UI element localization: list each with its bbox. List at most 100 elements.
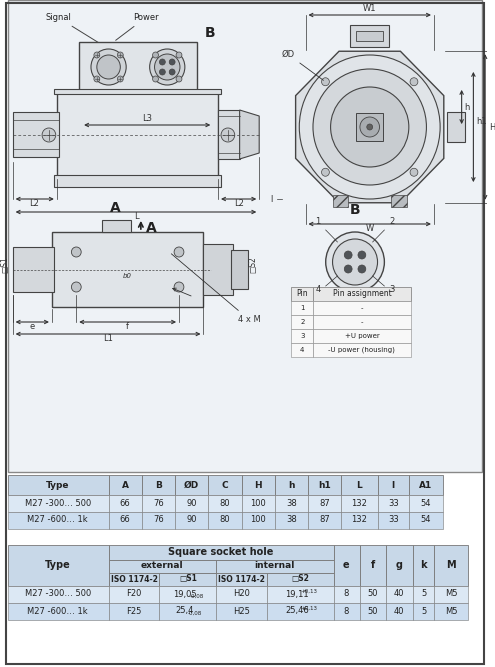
Text: 19,05: 19,05 [173,590,197,598]
Text: □S2: □S2 [292,574,309,584]
Text: A1: A1 [419,480,432,490]
Text: 3: 3 [300,333,304,339]
Circle shape [42,128,56,142]
Text: g: g [396,560,402,570]
Text: L2: L2 [29,199,39,208]
Bar [275,475,308,495]
Circle shape [117,76,123,82]
Text: 87: 87 [319,516,330,524]
Text: A: A [122,480,129,490]
Circle shape [71,247,81,257]
Text: 66: 66 [120,498,131,508]
Text: ØD: ØD [184,480,199,490]
Bar [159,573,216,586]
Text: L3: L3 [142,114,152,123]
Bar [356,31,384,41]
Bar [218,110,240,159]
Bar [391,195,407,207]
Bar [413,545,434,586]
Text: 76: 76 [153,516,164,524]
Bar [216,603,267,620]
Text: 5: 5 [421,606,426,616]
Text: Signal: Signal [45,13,99,43]
Bar [409,475,443,495]
Bar [350,25,389,47]
Text: 25,46: 25,46 [286,606,309,616]
Circle shape [358,251,366,259]
Text: □S2: □S2 [248,257,257,273]
Text: 2: 2 [390,217,395,226]
Bar [378,475,409,495]
Bar [108,512,142,529]
Bar [108,586,159,603]
Bar [175,475,208,495]
Text: 4 x M: 4 x M [171,253,260,324]
Bar [334,586,360,603]
Bar [360,586,386,603]
Circle shape [71,282,81,292]
Text: B: B [204,26,215,40]
Bar [216,560,334,573]
Text: b0: b0 [123,273,132,279]
Text: M27 -600… 1k: M27 -600… 1k [27,516,88,524]
Circle shape [299,55,440,199]
Text: W: W [366,224,374,233]
Bar [434,545,468,586]
Polygon shape [240,110,259,159]
Bar [275,512,308,529]
Bar [8,0,482,472]
Bar [208,512,242,529]
Circle shape [322,168,329,176]
Text: 87: 87 [319,498,330,508]
Bar [409,495,443,512]
Bar [292,343,313,357]
Bar [308,495,342,512]
Text: 66: 66 [120,516,131,524]
Circle shape [174,282,184,292]
Circle shape [360,117,380,137]
Circle shape [176,52,182,58]
Text: e: e [343,560,349,570]
Text: B: B [350,203,360,217]
Bar [108,603,159,620]
Circle shape [367,124,373,130]
Bar [334,603,360,620]
Circle shape [221,128,235,142]
Bar [142,475,175,495]
Text: 132: 132 [351,516,367,524]
Text: 100: 100 [250,516,266,524]
Bar [378,495,409,512]
Text: 54: 54 [420,498,431,508]
Bar [216,586,267,603]
Text: F25: F25 [126,606,142,616]
Circle shape [169,69,175,75]
Text: 50: 50 [367,590,378,598]
Text: external: external [141,562,184,570]
Bar [13,112,59,157]
Text: internal: internal [254,562,295,570]
Bar [79,42,197,92]
Text: L1: L1 [102,334,112,343]
Text: 4: 4 [315,285,320,294]
Bar [8,545,108,586]
Circle shape [174,247,184,257]
Circle shape [94,76,100,82]
Text: Pin assignment: Pin assignment [333,289,391,299]
Text: ØD: ØD [282,50,323,80]
Circle shape [322,78,329,86]
Text: -0,08: -0,08 [190,594,204,599]
Text: 100: 100 [250,498,266,508]
Circle shape [410,78,418,86]
Text: -: - [361,319,363,325]
Bar [231,250,248,289]
Circle shape [152,76,158,82]
Bar [342,475,378,495]
Bar [313,287,411,301]
Bar [360,545,386,586]
Text: -0,08: -0,08 [188,611,202,616]
Text: H25: H25 [233,606,250,616]
Text: 33: 33 [388,498,398,508]
Bar [386,603,413,620]
Bar [54,175,221,187]
Text: L: L [134,212,138,221]
